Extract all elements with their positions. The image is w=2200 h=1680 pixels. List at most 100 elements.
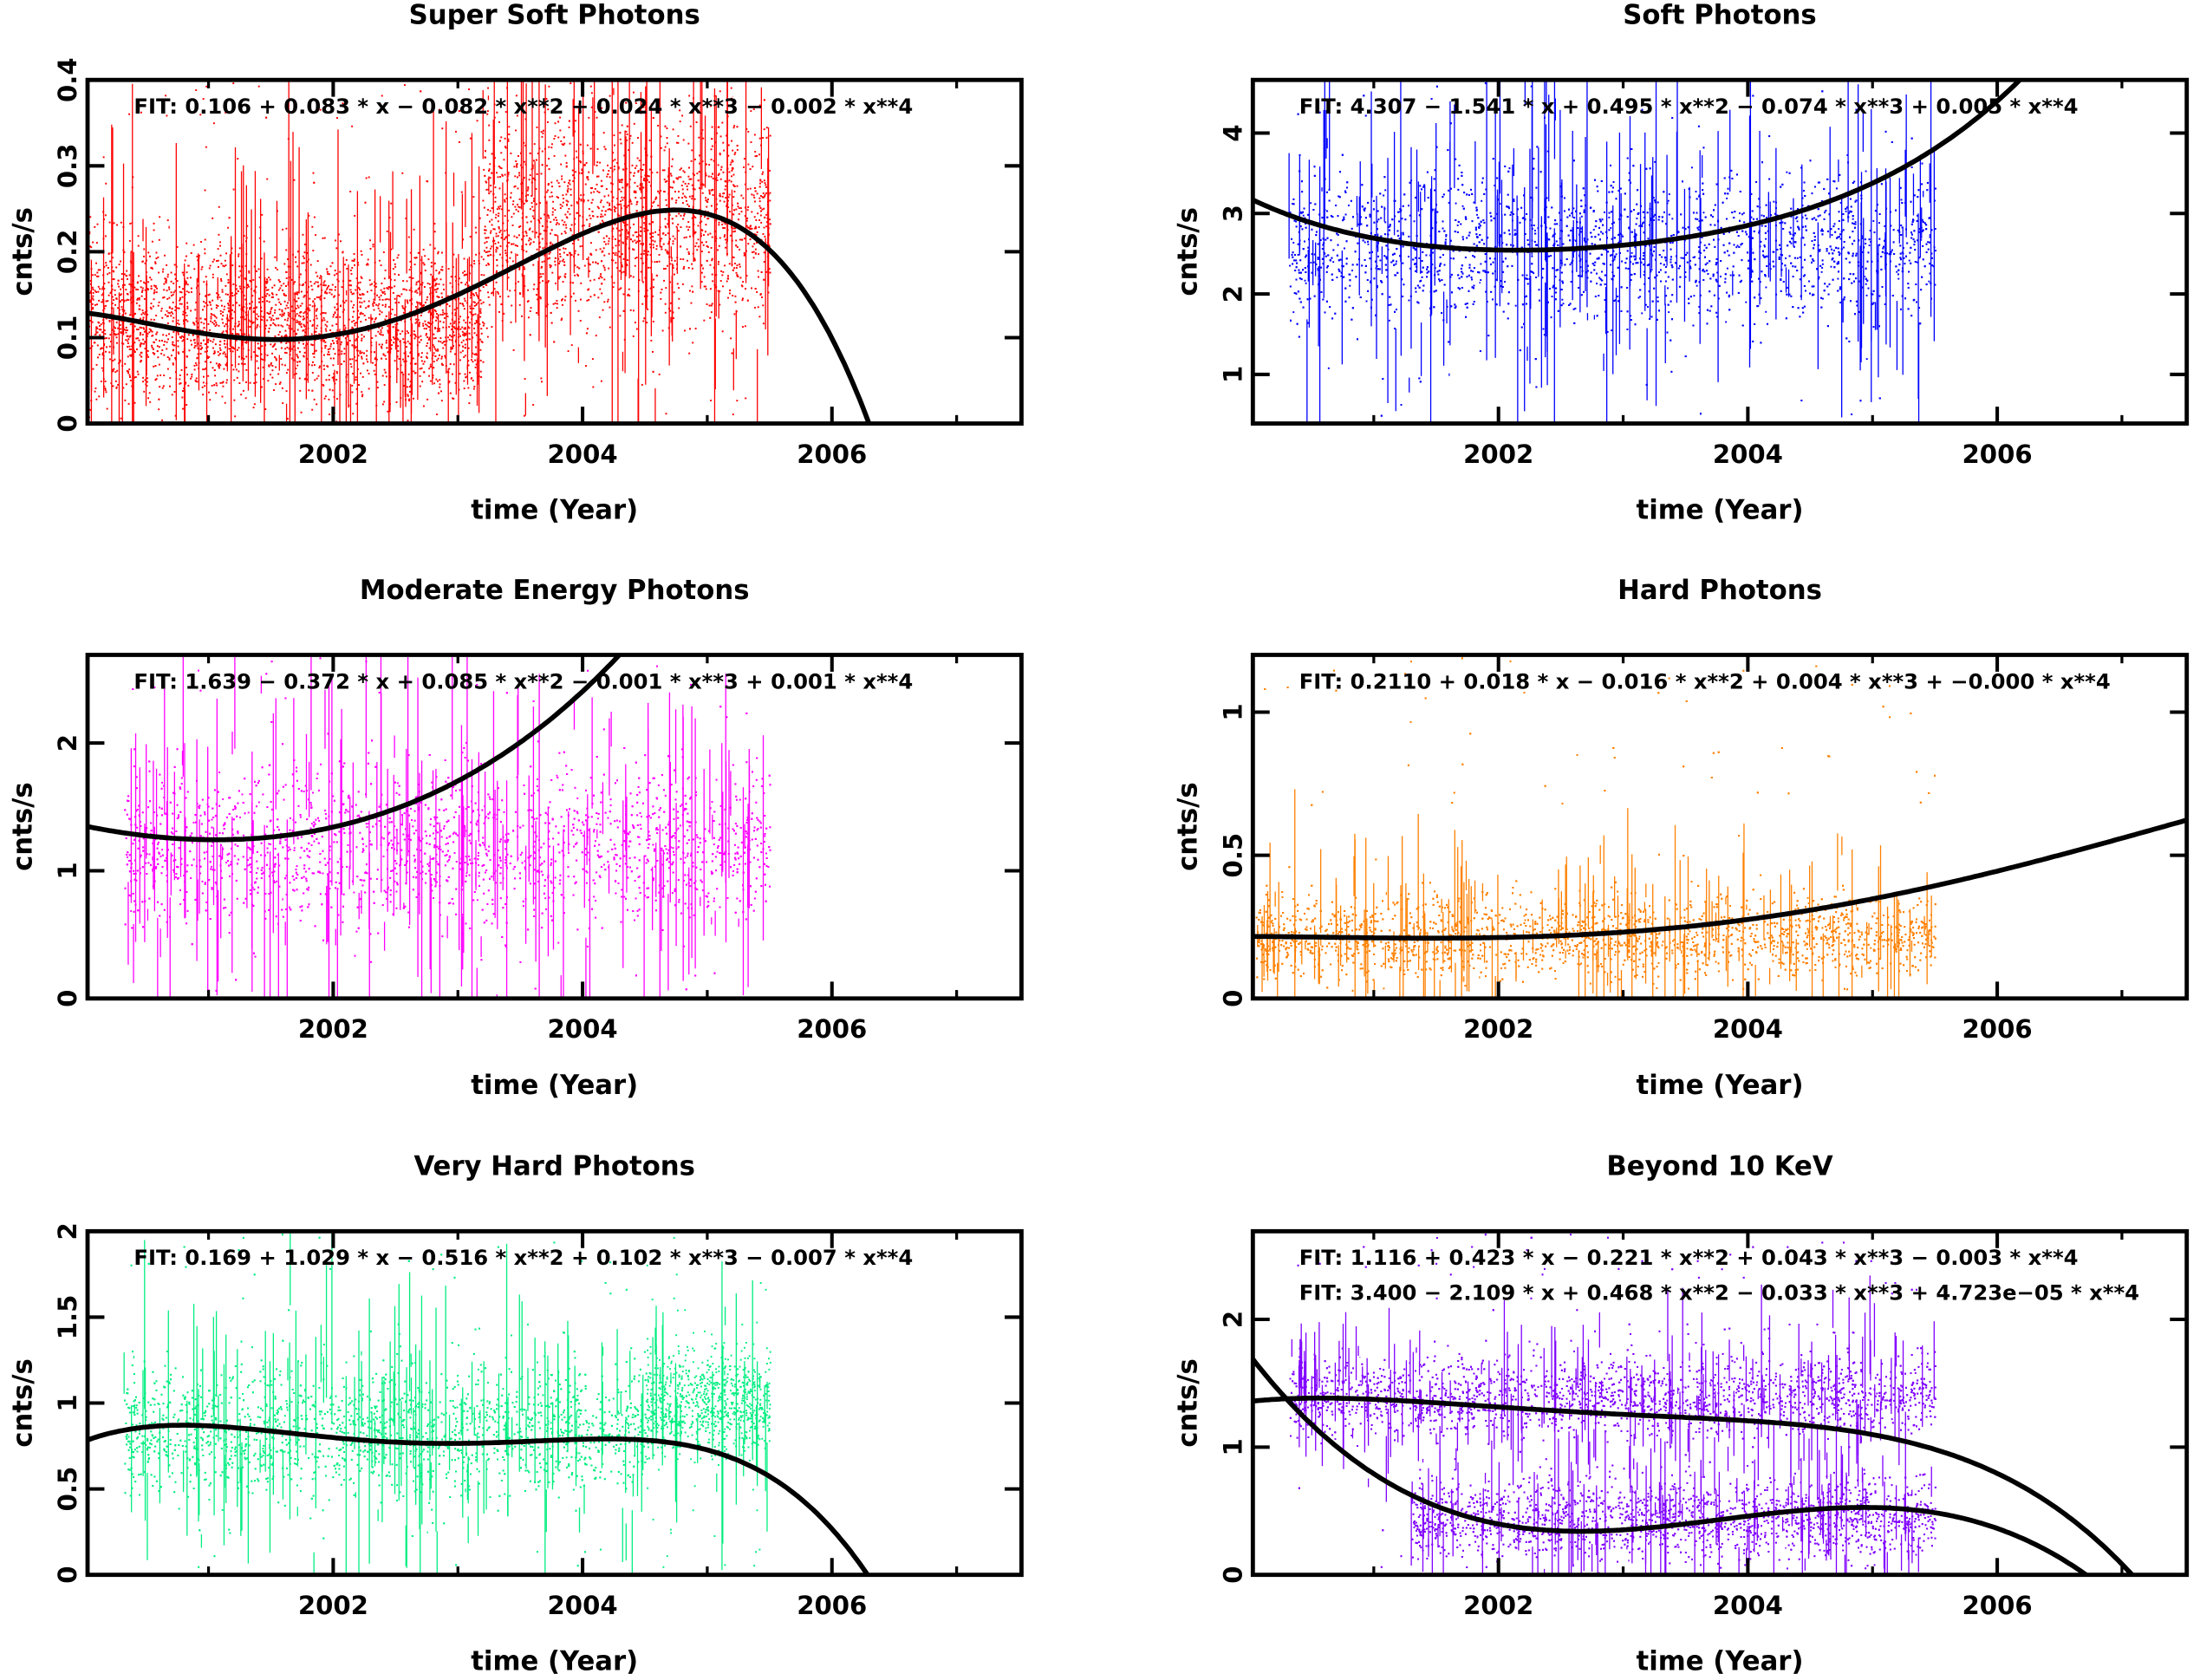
data-point: [275, 359, 277, 361]
data-point: [618, 214, 621, 217]
data-point: [277, 298, 280, 301]
data-point: [187, 291, 190, 294]
data-point: [600, 185, 602, 187]
data-point: [310, 333, 313, 335]
data-point: [318, 333, 321, 335]
data-point: [608, 267, 610, 270]
data-point: [712, 194, 714, 196]
data-point: [422, 248, 425, 251]
data-point: [723, 200, 726, 203]
data-point: [576, 212, 579, 214]
data-point: [603, 240, 606, 243]
data-point: [138, 308, 140, 310]
data-point: [179, 374, 181, 376]
data-point: [310, 343, 313, 346]
data-point: [588, 116, 590, 119]
data-point: [281, 363, 283, 366]
data-point: [664, 249, 667, 251]
data-point: [170, 311, 172, 314]
data-point: [451, 373, 453, 375]
data-point: [496, 258, 498, 261]
data-point: [427, 311, 430, 314]
data-point: [141, 334, 144, 335]
data-point: [392, 268, 394, 270]
data-point: [443, 289, 446, 291]
data-point: [163, 374, 166, 377]
data-point: [239, 270, 242, 272]
data-point: [678, 196, 680, 199]
data-point: [108, 271, 111, 274]
data-point: [620, 179, 622, 181]
data-point: [439, 304, 441, 307]
data-point: [336, 278, 339, 281]
data-point: [342, 309, 345, 311]
data-point: [561, 175, 563, 178]
data-point: [402, 358, 404, 361]
data-point: [510, 196, 512, 199]
data-point: [571, 169, 574, 172]
data-point: [221, 395, 224, 398]
data-point: [197, 347, 199, 349]
data-point: [656, 172, 659, 173]
data-point: [114, 380, 117, 382]
data-point: [97, 275, 100, 277]
data-point: [341, 341, 342, 343]
data-point: [739, 238, 741, 241]
data-point: [580, 282, 583, 284]
data-point: [238, 265, 241, 268]
data-point: [330, 289, 333, 291]
data-point: [172, 330, 175, 333]
data-point: [676, 178, 679, 180]
data-point: [244, 264, 247, 267]
data-point: [561, 317, 563, 320]
data-point: [626, 185, 628, 187]
data-point: [165, 282, 167, 284]
data-point: [274, 335, 277, 337]
data-point: [426, 352, 428, 355]
data-point: [703, 319, 706, 322]
data-point: [472, 361, 474, 363]
data-point: [322, 384, 325, 387]
data-point: [267, 330, 270, 333]
data-point: [438, 272, 440, 275]
data-point: [540, 173, 543, 175]
data-point: [330, 342, 332, 345]
data-point: [318, 365, 321, 368]
data-point: [539, 202, 542, 205]
data-point: [223, 309, 225, 310]
data-point: [221, 289, 224, 291]
data-point: [763, 278, 765, 281]
data-point: [525, 231, 528, 234]
data-point: [112, 278, 114, 281]
data-point: [96, 344, 99, 347]
data-point: [633, 249, 635, 251]
data-point: [160, 353, 163, 355]
data-point: [453, 322, 456, 324]
data-point: [675, 199, 678, 202]
data-point: [380, 294, 382, 296]
data-point: [696, 249, 699, 251]
data-point: [766, 221, 769, 224]
data-point: [467, 360, 470, 362]
data-point: [746, 209, 749, 212]
data-point: [732, 256, 734, 258]
data-point: [619, 315, 622, 317]
data-point: [633, 122, 635, 125]
data-point: [665, 287, 667, 290]
data-point: [129, 348, 132, 350]
data-point: [357, 355, 360, 357]
data-point: [646, 179, 648, 181]
data-point: [439, 328, 441, 330]
data-point: [205, 276, 207, 278]
data-point: [561, 219, 563, 222]
data-point: [139, 326, 141, 329]
data-point: [313, 319, 316, 322]
data-point: [401, 371, 404, 374]
data-point: [218, 233, 220, 236]
data-point: [600, 199, 602, 202]
data-point: [655, 248, 658, 251]
data-point: [504, 230, 506, 232]
data-point: [238, 321, 240, 323]
data-point: [314, 379, 316, 381]
